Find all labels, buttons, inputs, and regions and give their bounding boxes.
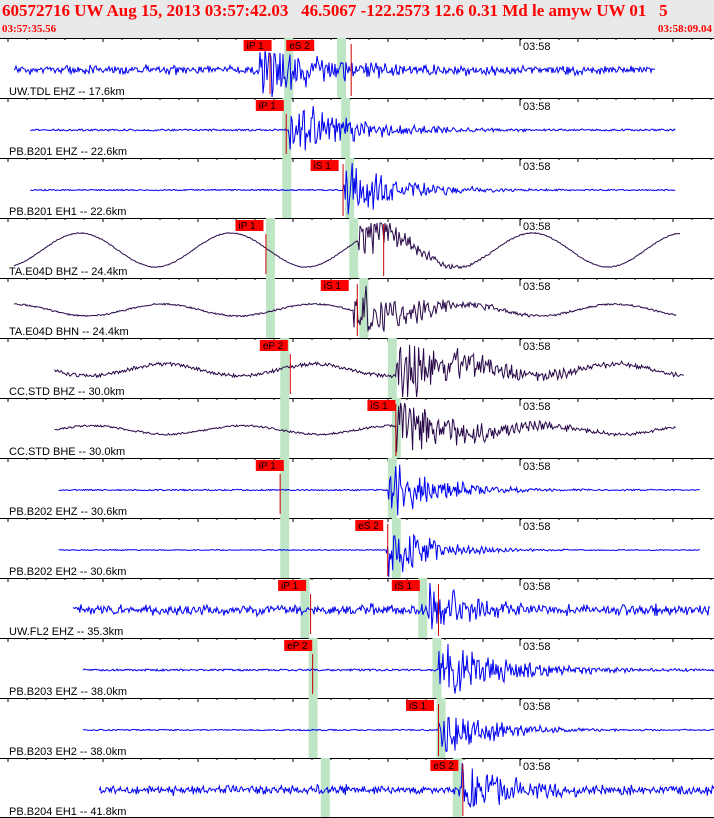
p-pick-label: iP 1: [247, 41, 264, 52]
s-pick-box: [320, 280, 349, 291]
s-arrival-band: [387, 458, 397, 518]
minute-tick-label: 03:58: [523, 521, 551, 533]
s-pick-label: iS 1: [370, 401, 388, 412]
seismogram-panel: 03:58 iP 1 eS 2 UW.TDL EHZ -- 17.6km 03:58 iP…: [0, 38, 714, 818]
p-arrival-band: [265, 278, 275, 338]
p-pick-label: iP 1: [259, 101, 276, 112]
waveform-trace: [82, 643, 714, 694]
station-label: PB.B201 EHZ -- 22.6km: [9, 146, 127, 158]
station-label: UW.FL2 EHZ -- 35.3km: [9, 626, 123, 638]
p-pick-label: eP 2: [263, 341, 284, 352]
waveform-trace: [13, 49, 656, 98]
station-label: CC.STD BHE -- 30.0km: [9, 446, 125, 458]
minute-tick-label: 03:58: [523, 101, 551, 113]
waveform-trace: [58, 464, 700, 516]
p-pick-label: iP 1: [281, 581, 298, 592]
p-arrival-band: [308, 698, 318, 758]
minute-tick-label: 03:58: [523, 581, 551, 593]
station-label: TA.E04D BHZ -- 24.4km: [9, 266, 127, 278]
minute-tick-label: 03:58: [523, 461, 551, 473]
s-pick-label: eS 2: [433, 761, 454, 772]
s-arrival-band: [436, 698, 446, 758]
waveform-trace: [30, 162, 676, 215]
p-pick-box: [255, 100, 284, 111]
s-pick-label: iS 1: [409, 701, 427, 712]
p-pick-label: eP 2: [287, 641, 308, 652]
minute-tick-label: 03:58: [523, 701, 551, 713]
p-pick-box: [259, 340, 288, 351]
station-label: PB.B202 EHZ -- 30.6km: [9, 506, 127, 518]
p-arrival-band: [282, 158, 292, 218]
s-pick-box: [286, 40, 315, 51]
p-arrival-band: [280, 458, 290, 518]
end-time: 03:58:09.04: [657, 23, 712, 35]
station-label: PB.B203 EH2 -- 38.0km: [9, 746, 126, 758]
minute-tick-label: 03:58: [523, 221, 551, 233]
station-label: TA.E04D BHN -- 24.4km: [9, 326, 129, 338]
station-label: CC.STD BHZ -- 30.0km: [9, 386, 125, 398]
s-arrival-band: [337, 38, 347, 98]
p-arrival-band: [265, 218, 275, 278]
minute-tick-label: 03:58: [523, 341, 551, 353]
s-pick-box: [367, 400, 396, 411]
p-pick-box: [243, 40, 272, 51]
plot-header: 60572716 UW Aug 15, 2013 03:57:42.03 46.…: [0, 0, 714, 38]
waveform-trace: [13, 222, 681, 270]
p-arrival-band: [280, 398, 290, 458]
waveform-trace: [82, 717, 714, 752]
p-arrival-band: [284, 38, 294, 98]
station-label: PB.B203 EHZ -- 38.0km: [9, 686, 127, 698]
waveform-trace: [98, 762, 714, 808]
waveform-trace: [54, 402, 676, 453]
s-pick-label: iS 1: [314, 161, 332, 172]
waveform-trace: [58, 533, 700, 578]
waveform-trace: [30, 106, 676, 151]
minute-tick-label: 03:58: [523, 161, 551, 173]
waveform-trace: [13, 285, 677, 332]
p-arrival-band: [300, 578, 310, 638]
s-arrival-band: [349, 218, 359, 278]
s-pick-box: [355, 520, 384, 531]
s-pick-label: iS 1: [395, 581, 413, 592]
start-time: 03:57:35.56: [2, 23, 57, 35]
p-pick-label: iP 1: [238, 221, 255, 232]
s-arrival-band: [452, 758, 462, 818]
s-arrival-band: [345, 158, 355, 218]
minute-tick-label: 03:58: [523, 401, 551, 413]
p-arrival-band: [280, 338, 290, 398]
minute-tick-label: 03:58: [523, 41, 551, 53]
minute-tick-label: 03:58: [523, 641, 551, 653]
minute-tick-label: 03:58: [523, 281, 551, 293]
s-arrival-band: [387, 338, 397, 398]
waveform-trace: [54, 344, 684, 398]
s-pick-box: [310, 160, 339, 171]
s-pick-box: [430, 760, 459, 771]
event-title: 60572716 UW Aug 15, 2013 03:57:42.03 46.…: [2, 1, 668, 20]
s-arrival-band: [432, 638, 442, 698]
station-label: PB.B201 EH1 -- 22.6km: [9, 206, 126, 218]
s-pick-label: iS 1: [324, 281, 342, 292]
p-pick-box: [284, 640, 313, 651]
waveform-trace: [72, 582, 711, 630]
p-arrival-band: [320, 758, 330, 818]
station-label: PB.B204 EH1 -- 41.8km: [9, 806, 126, 818]
p-pick-box: [235, 220, 264, 231]
s-pick-box: [391, 580, 420, 591]
station-label: UW.TDL EHZ -- 17.6km: [9, 86, 125, 98]
s-pick-label: eS 2: [289, 41, 310, 52]
p-pick-label: iP 1: [259, 461, 276, 472]
station-label: PB.B202 EH2 -- 30.6km: [9, 566, 126, 578]
p-pick-box: [278, 580, 307, 591]
s-pick-label: eS 2: [358, 521, 379, 532]
p-arrival-band: [280, 518, 290, 578]
s-pick-box: [406, 700, 434, 711]
p-pick-box: [255, 460, 284, 471]
minute-tick-label: 03:58: [523, 761, 551, 773]
